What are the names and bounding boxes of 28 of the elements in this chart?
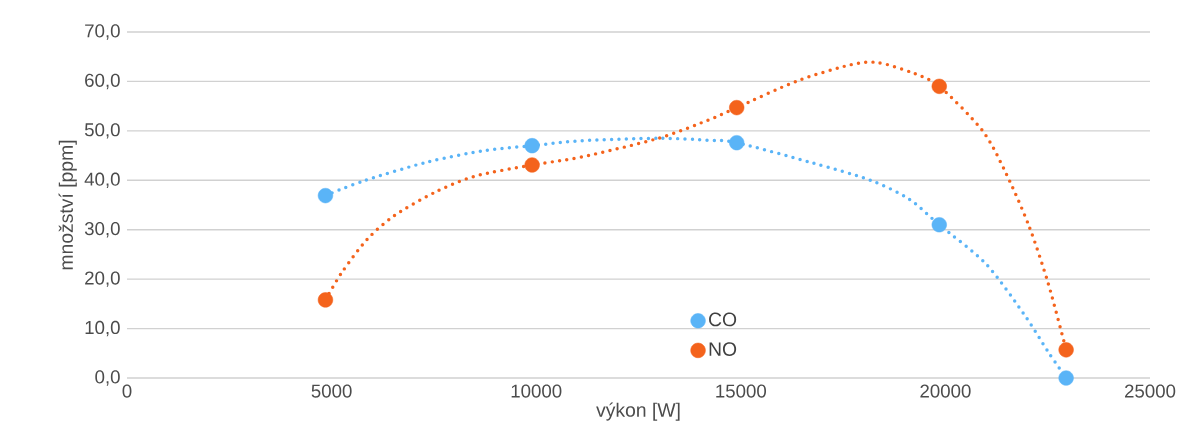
y-tick-label: 10,0 <box>85 320 120 337</box>
y-tick-label: 0,0 <box>95 370 120 386</box>
y-tick-label: 40,0 <box>84 172 120 188</box>
point <box>1058 370 1074 386</box>
point <box>1058 342 1074 358</box>
y-tick-label: 50,0 <box>84 123 120 139</box>
x-tick-label: 15000 <box>716 384 767 398</box>
x-axis-title: výkon [W] <box>596 402 680 421</box>
point <box>729 100 745 116</box>
y-tick-label: 30,0 <box>84 221 120 238</box>
point <box>931 217 947 233</box>
legend-label: CO <box>709 312 737 327</box>
point <box>729 135 745 151</box>
legend-label: NO <box>709 342 737 356</box>
y-tick-label: 20,0 <box>85 271 120 287</box>
x-tick-label: 25000 <box>1125 384 1176 398</box>
x-tick-label: 20000 <box>920 384 971 398</box>
y-axis-title: množství [ppm] <box>58 140 77 270</box>
x-tick-label: 0 <box>122 384 132 398</box>
x-tick-label: 10000 <box>511 384 562 398</box>
point <box>317 292 334 308</box>
x-tick-label: 5000 <box>311 384 352 398</box>
point <box>931 78 947 94</box>
y-tick-label: 70,0 <box>85 24 120 40</box>
point <box>524 138 540 154</box>
y-tick-label: 60,0 <box>85 73 120 90</box>
point <box>524 157 540 173</box>
point <box>317 188 334 204</box>
